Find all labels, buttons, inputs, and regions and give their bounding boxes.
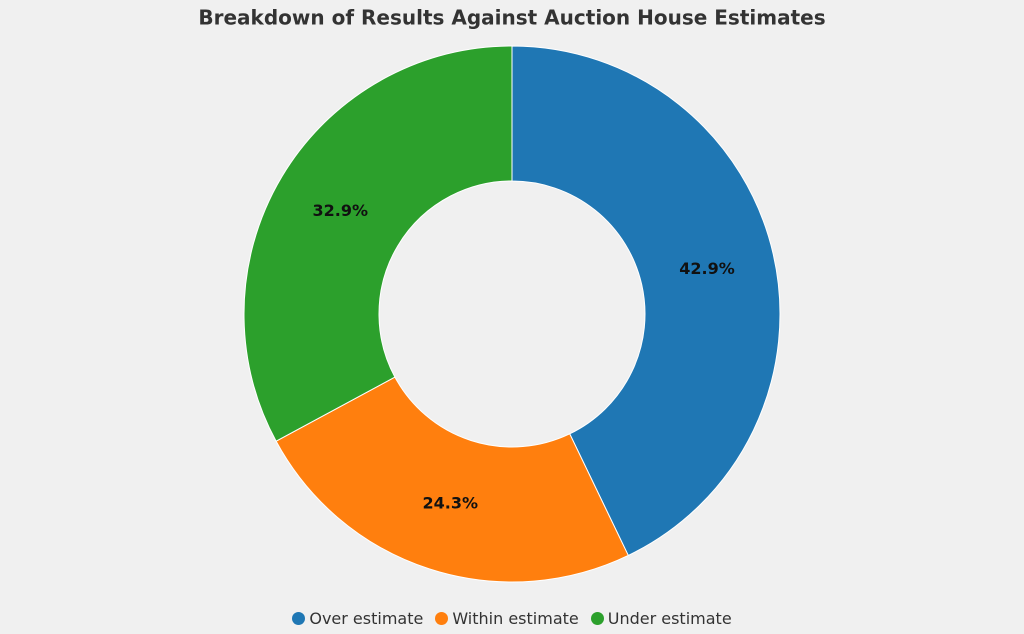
donut-slice	[243, 45, 513, 442]
legend-swatch	[292, 611, 306, 625]
slice-label: 42.9%	[679, 259, 735, 278]
legend-swatch	[590, 611, 604, 625]
legend-item: Under estimate	[590, 608, 732, 628]
donut-slice	[511, 45, 781, 557]
legend-item: Within estimate	[435, 608, 579, 628]
chart: Breakdown of Results Against Auction Hou…	[198, 6, 826, 583]
chart-title: Breakdown of Results Against Auction Hou…	[198, 6, 825, 30]
legend-swatch	[435, 611, 449, 625]
slice-label: 24.3%	[422, 494, 478, 513]
legend-label: Within estimate	[452, 608, 579, 628]
slice-label: 32.9%	[313, 201, 369, 220]
legend-item: Over estimate	[292, 609, 423, 628]
legend-label: Over estimate	[309, 608, 424, 628]
legend-label: Under estimate	[607, 608, 732, 628]
legend: Over estimate Within estimate Under estima…	[0, 606, 1024, 630]
donut-slice	[275, 376, 629, 583]
